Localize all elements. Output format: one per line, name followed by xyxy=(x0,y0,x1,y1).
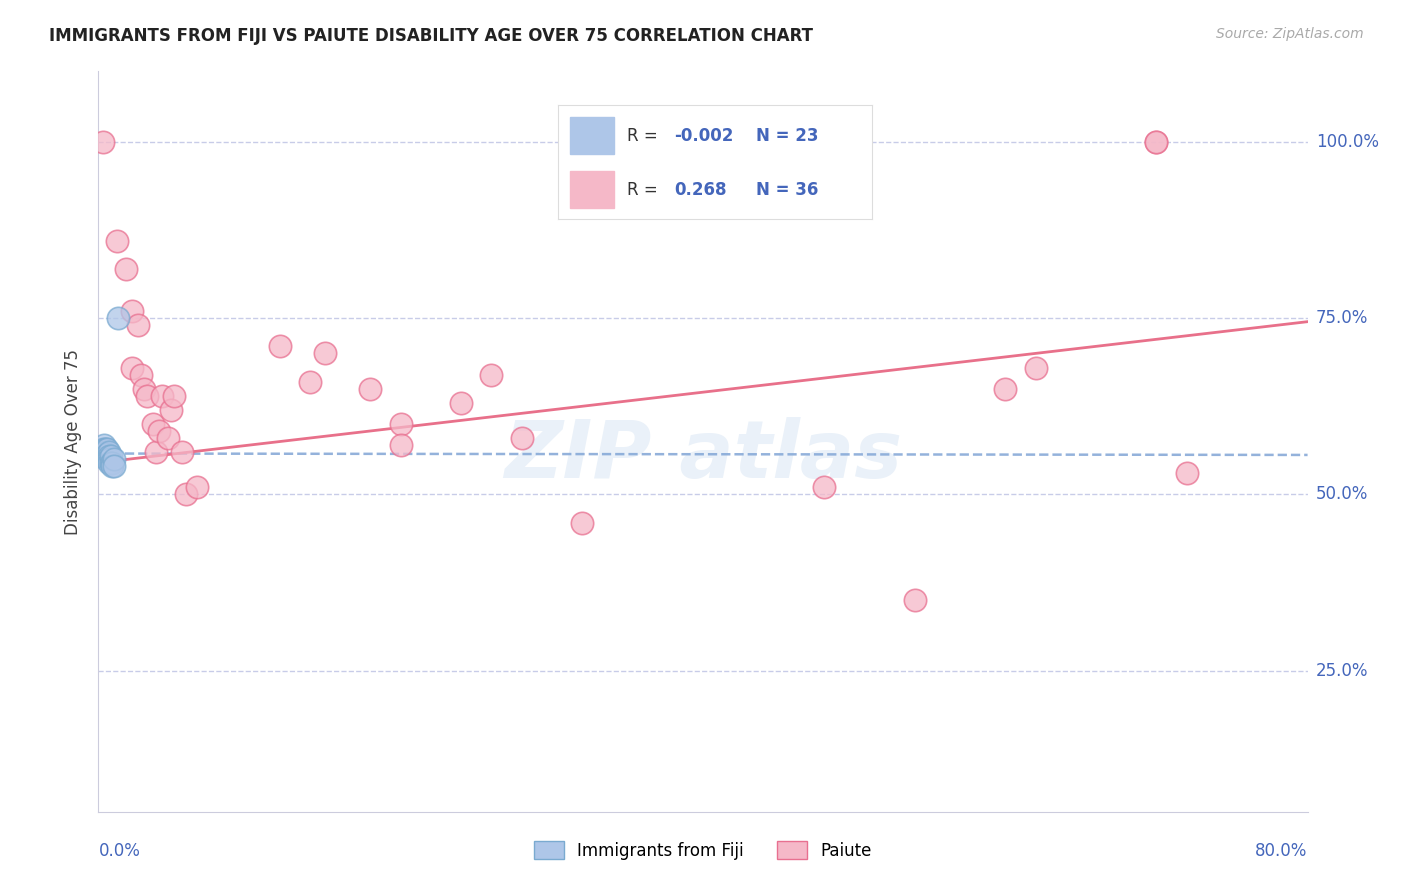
Point xyxy=(150,389,173,403)
Point xyxy=(107,311,129,326)
Point xyxy=(127,318,149,333)
Point xyxy=(103,452,125,467)
Point xyxy=(93,438,115,452)
Point xyxy=(904,593,927,607)
Point xyxy=(481,368,503,382)
Point xyxy=(269,339,291,353)
Y-axis label: Disability Age Over 75: Disability Age Over 75 xyxy=(65,349,83,534)
Point xyxy=(98,456,121,470)
Point xyxy=(91,445,114,459)
Text: 25.0%: 25.0% xyxy=(1316,662,1368,680)
Point xyxy=(114,261,136,276)
Point xyxy=(93,449,115,463)
Point xyxy=(156,431,179,445)
Legend: Immigrants from Fiji, Paiute: Immigrants from Fiji, Paiute xyxy=(527,835,879,866)
Point xyxy=(121,360,143,375)
Text: 0.0%: 0.0% xyxy=(98,842,141,860)
Point xyxy=(103,459,125,474)
Point xyxy=(98,449,121,463)
Text: 80.0%: 80.0% xyxy=(1256,842,1308,860)
Point xyxy=(135,389,157,403)
Point xyxy=(174,487,197,501)
Point xyxy=(148,424,170,438)
Text: 75.0%: 75.0% xyxy=(1316,310,1368,327)
Point xyxy=(101,456,124,470)
Point xyxy=(163,389,186,403)
Point xyxy=(145,445,167,459)
Point xyxy=(96,442,118,456)
Point xyxy=(94,452,117,467)
Point xyxy=(186,480,208,494)
Point xyxy=(132,382,155,396)
Point xyxy=(389,417,412,431)
Point xyxy=(510,431,533,445)
Text: 50.0%: 50.0% xyxy=(1316,485,1368,503)
Point xyxy=(105,234,128,248)
Point xyxy=(94,445,117,459)
Point xyxy=(93,442,115,456)
Text: IMMIGRANTS FROM FIJI VS PAIUTE DISABILITY AGE OVER 75 CORRELATION CHART: IMMIGRANTS FROM FIJI VS PAIUTE DISABILIT… xyxy=(49,27,813,45)
Text: 100.0%: 100.0% xyxy=(1316,133,1379,151)
Point xyxy=(994,382,1017,396)
Point xyxy=(129,368,152,382)
Point xyxy=(94,442,117,456)
Point xyxy=(121,304,143,318)
Point xyxy=(170,445,193,459)
Point xyxy=(100,449,122,463)
Point xyxy=(450,396,472,410)
Point xyxy=(1175,467,1198,481)
Point xyxy=(360,382,382,396)
Point xyxy=(813,480,835,494)
Point xyxy=(101,459,124,474)
Point xyxy=(98,445,121,459)
Point xyxy=(94,449,117,463)
Point xyxy=(98,452,121,467)
Point xyxy=(91,442,114,456)
Point xyxy=(1024,360,1046,375)
Point xyxy=(1144,135,1167,149)
Point xyxy=(142,417,165,431)
Point xyxy=(1144,135,1167,149)
Point xyxy=(571,516,593,530)
Point xyxy=(299,375,322,389)
Text: Source: ZipAtlas.com: Source: ZipAtlas.com xyxy=(1216,27,1364,41)
Point xyxy=(96,446,118,460)
Point xyxy=(96,450,118,465)
Text: ZIP atlas: ZIP atlas xyxy=(503,417,903,495)
Point xyxy=(91,135,114,149)
Point xyxy=(314,346,336,360)
Point xyxy=(389,438,412,452)
Point xyxy=(160,402,183,417)
Point xyxy=(100,456,122,470)
